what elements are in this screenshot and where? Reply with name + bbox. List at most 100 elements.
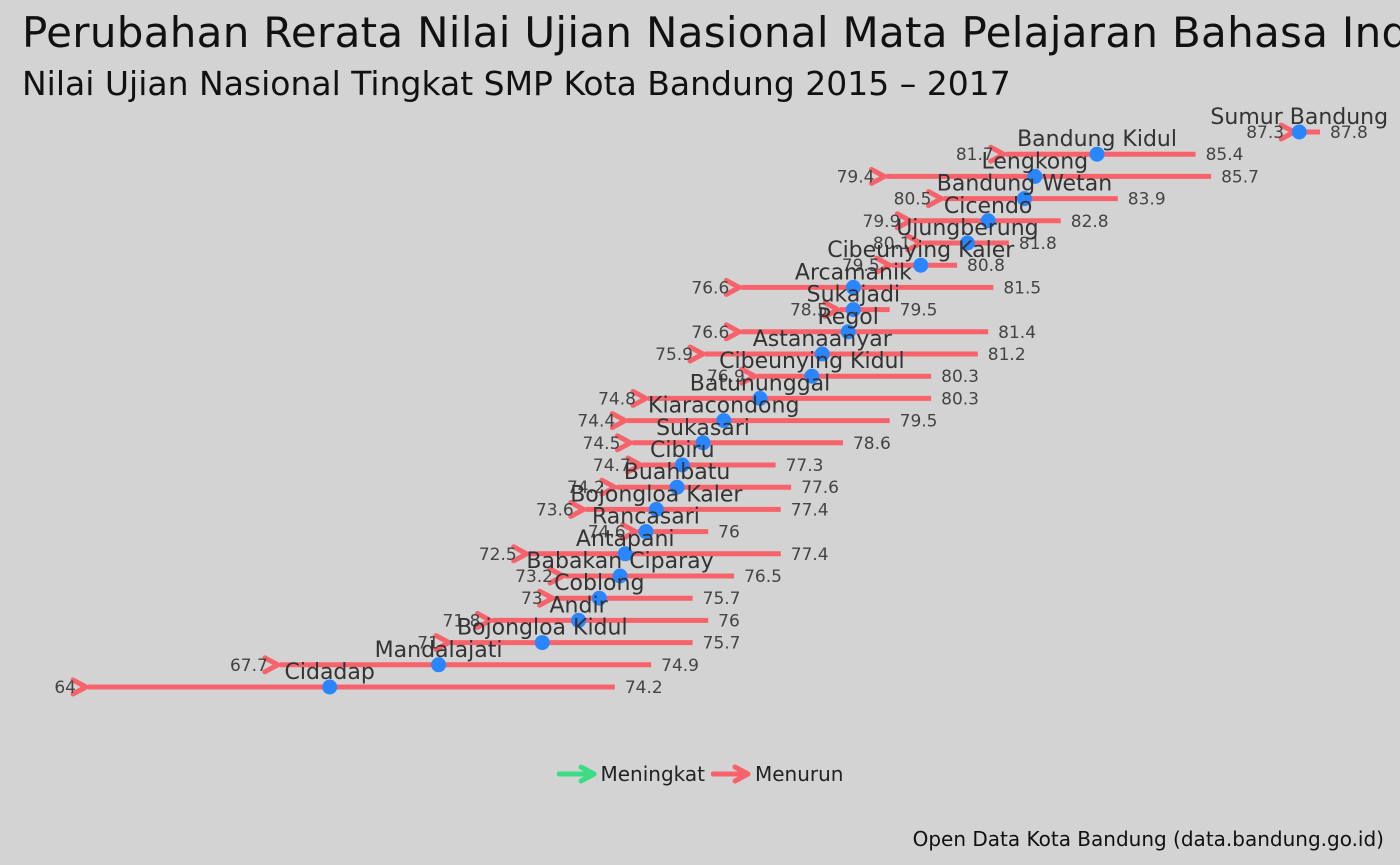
end-value-label-17: 73.6 bbox=[536, 500, 574, 520]
legend-label-menurun: Menurun bbox=[755, 762, 844, 786]
start-value-label-23: 75.7 bbox=[703, 634, 741, 654]
start-value-label-11: 80.3 bbox=[941, 367, 979, 387]
end-value-label-11: 76.9 bbox=[707, 367, 745, 387]
start-value-label-10: 81.2 bbox=[988, 345, 1026, 365]
mid-point-8 bbox=[845, 302, 861, 318]
district-label-15: Cibiru bbox=[650, 438, 715, 463]
end-value-label-3: 80.5 bbox=[894, 190, 932, 210]
end-value-label-25: 64 bbox=[54, 678, 76, 698]
legend-arrow-meningkat-icon bbox=[556, 764, 596, 784]
legend-arrow-menurun-icon bbox=[711, 764, 751, 784]
end-value-label-10: 75.9 bbox=[655, 345, 693, 365]
arrow-head-16 bbox=[599, 477, 618, 497]
start-value-label-6: 80.8 bbox=[967, 256, 1005, 276]
arrow-head-20 bbox=[547, 566, 566, 586]
mid-point-10 bbox=[814, 346, 830, 362]
end-value-label-15: 74.7 bbox=[593, 456, 631, 476]
district-label-7: Arcamanik bbox=[795, 260, 912, 285]
district-label-12: Batununggal bbox=[690, 371, 831, 396]
end-value-label-22: 71.8 bbox=[443, 611, 481, 631]
mid-point-12 bbox=[752, 390, 768, 406]
mid-point-20 bbox=[612, 568, 628, 584]
district-label-11: Cibeunying Kidul bbox=[719, 349, 904, 374]
mid-point-11 bbox=[804, 368, 820, 384]
end-value-label-21: 73 bbox=[521, 589, 543, 609]
mid-point-14 bbox=[695, 435, 711, 451]
arrow-head-7 bbox=[723, 277, 742, 297]
mid-point-24 bbox=[431, 657, 447, 673]
start-value-label-24: 74.9 bbox=[661, 656, 699, 676]
district-label-20: Babakan Ciparay bbox=[526, 549, 713, 574]
end-value-label-16: 74.2 bbox=[567, 478, 605, 498]
legend-label-meningkat: Meningkat bbox=[600, 762, 706, 786]
arrow-head-21 bbox=[537, 588, 556, 608]
district-label-5: Ujungberung bbox=[896, 216, 1038, 241]
end-value-label-4: 79.9 bbox=[863, 212, 901, 232]
arrow-head-24 bbox=[262, 655, 281, 675]
district-label-13: Kiaracondong bbox=[648, 394, 799, 419]
mid-point-5 bbox=[959, 235, 975, 251]
chart-caption: Open Data Kota Bandung (data.bandung.go.… bbox=[912, 827, 1384, 851]
start-value-label-1: 85.4 bbox=[1206, 145, 1244, 165]
start-value-label-17: 77.4 bbox=[791, 500, 829, 520]
arrow-head-18 bbox=[620, 522, 639, 542]
legend-arrow-meningkat-head bbox=[578, 764, 596, 784]
end-value-label-8: 78.5 bbox=[790, 301, 828, 321]
mid-point-18 bbox=[638, 524, 654, 540]
end-value-label-23: 71 bbox=[417, 634, 439, 654]
end-value-label-12: 74.8 bbox=[598, 389, 636, 409]
district-label-23: Bojongloa Kidul bbox=[457, 616, 628, 641]
mid-point-23 bbox=[534, 635, 550, 651]
arrow-head-17 bbox=[568, 499, 587, 519]
chart-title: Perubahan Rerata Nilai Ujian Nasional Ma… bbox=[22, 8, 1400, 57]
mid-point-9 bbox=[840, 324, 856, 340]
points-layer bbox=[322, 124, 1307, 695]
start-value-label-4: 82.8 bbox=[1071, 212, 1109, 232]
mid-point-19 bbox=[617, 546, 633, 562]
arrow-head-22 bbox=[474, 610, 493, 630]
district-label-22: Andir bbox=[550, 593, 609, 618]
district-label-25: Cidadap bbox=[285, 660, 375, 685]
district-label-16: Buahbatu bbox=[624, 460, 730, 485]
mid-point-4 bbox=[980, 213, 996, 229]
start-value-label-14: 78.6 bbox=[853, 434, 891, 454]
district-label-14: Sukasari bbox=[656, 416, 750, 441]
end-value-label-1: 81.7 bbox=[956, 145, 994, 165]
end-value-label-5: 80.1 bbox=[873, 234, 911, 254]
mid-point-2 bbox=[1027, 168, 1043, 184]
legend-item-menurun: Menurun bbox=[711, 762, 844, 786]
legend-item-meningkat: Meningkat bbox=[556, 762, 706, 786]
arrow-head-8 bbox=[822, 300, 841, 320]
start-value-label-8: 79.5 bbox=[900, 301, 938, 321]
start-value-label-7: 81.5 bbox=[1003, 278, 1041, 298]
start-value-label-13: 79.5 bbox=[900, 412, 938, 432]
mid-point-21 bbox=[591, 590, 607, 606]
start-value-label-2: 85.7 bbox=[1221, 167, 1259, 187]
arrow-head-3 bbox=[926, 189, 945, 209]
district-label-10: Astanaanyar bbox=[753, 327, 893, 352]
start-value-label-3: 83.9 bbox=[1128, 190, 1166, 210]
start-value-label-9: 81.4 bbox=[998, 323, 1036, 343]
mid-point-16 bbox=[669, 479, 685, 495]
end-value-label-2: 79.4 bbox=[837, 167, 875, 187]
arrow-head-23 bbox=[433, 633, 452, 653]
mid-point-13 bbox=[716, 413, 732, 429]
arrow-head-19 bbox=[511, 544, 530, 564]
mid-point-7 bbox=[845, 279, 861, 295]
district-label-18: Rancasari bbox=[592, 505, 700, 530]
district-label-0: Sumur Bandung bbox=[1210, 105, 1388, 130]
start-value-label-18: 76 bbox=[718, 523, 740, 543]
district-label-8: Sukajadi bbox=[807, 283, 900, 308]
district-label-19: Antapani bbox=[576, 527, 675, 552]
district-label-1: Bandung Kidul bbox=[1017, 127, 1177, 152]
arrow-head-10 bbox=[687, 344, 706, 364]
end-value-label-7: 76.6 bbox=[691, 278, 729, 298]
mid-point-15 bbox=[674, 457, 690, 473]
mid-point-17 bbox=[648, 501, 664, 517]
arrow-head-9 bbox=[723, 322, 742, 342]
arrow-head-15 bbox=[625, 455, 644, 475]
